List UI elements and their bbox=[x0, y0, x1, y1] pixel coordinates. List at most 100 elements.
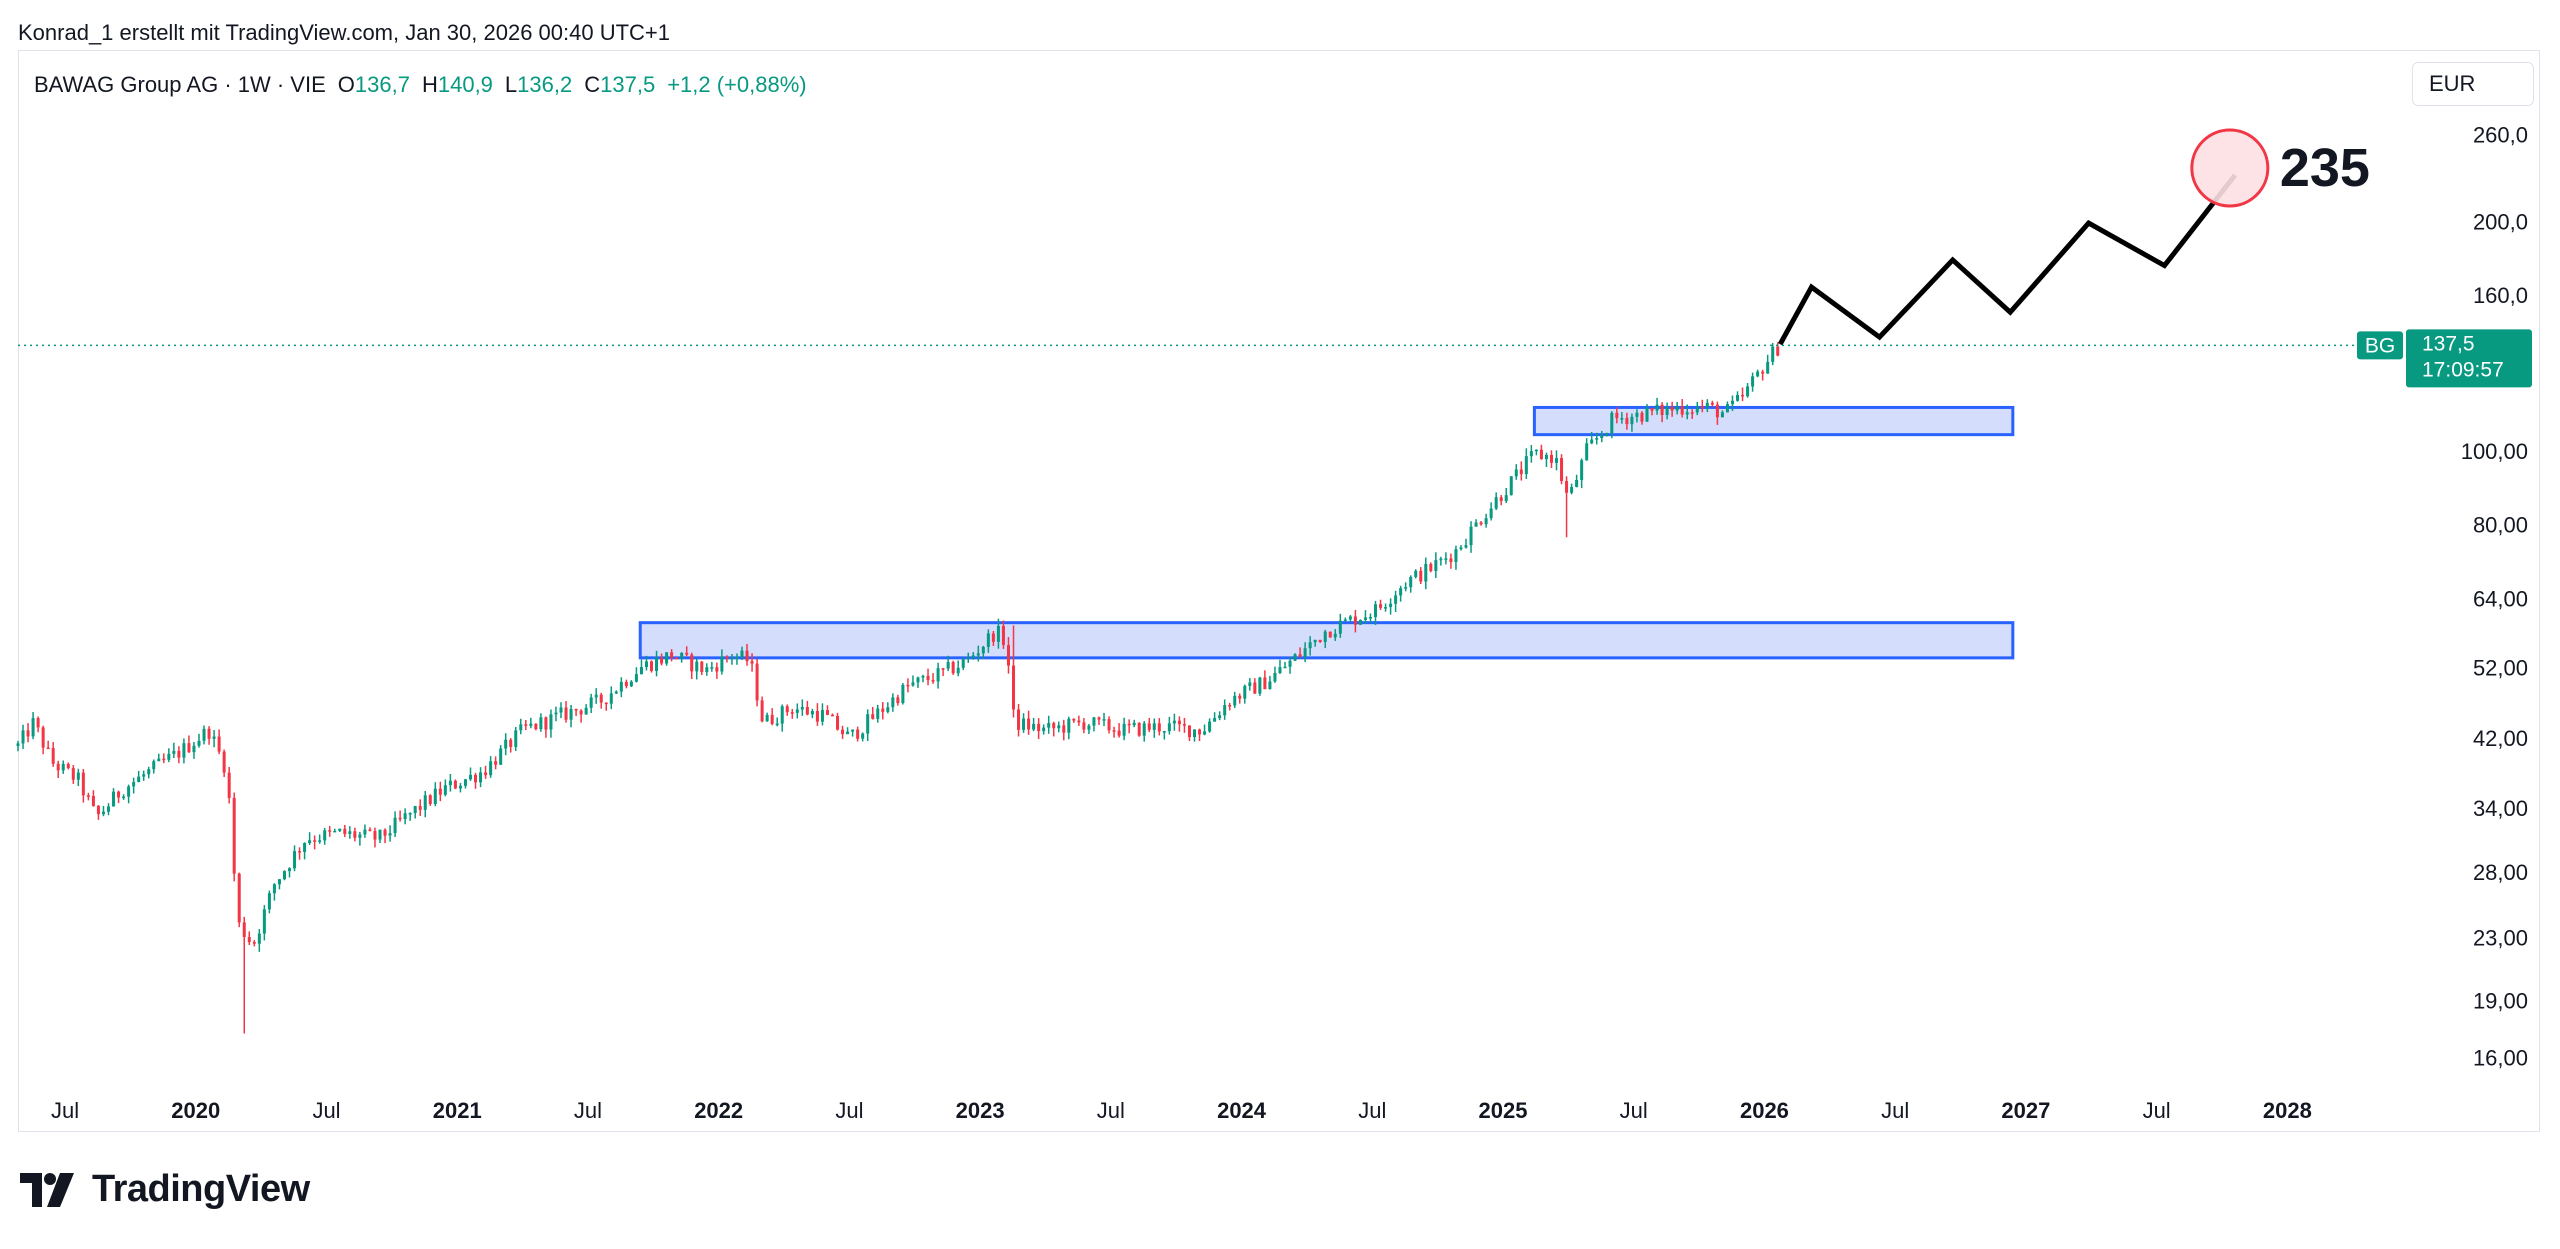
y-tick-label: 52,00 bbox=[2473, 655, 2528, 680]
candle-body bbox=[423, 795, 427, 810]
candle-body bbox=[378, 829, 382, 840]
candle-body bbox=[1358, 619, 1362, 625]
candle-body bbox=[474, 774, 478, 783]
projection-path[interactable] bbox=[1777, 173, 2238, 346]
candle-body bbox=[66, 763, 70, 769]
candle-body bbox=[1067, 718, 1071, 733]
candle-body bbox=[1177, 720, 1181, 725]
candle-body bbox=[303, 843, 307, 852]
candle-body bbox=[277, 879, 281, 885]
x-tick-label: Jul bbox=[1358, 1098, 1386, 1123]
candle-body bbox=[649, 661, 654, 671]
candle-body bbox=[1494, 497, 1498, 509]
candle-body bbox=[1283, 666, 1287, 669]
candle-body bbox=[544, 717, 548, 730]
candle-body bbox=[851, 729, 855, 732]
candle-body bbox=[1746, 386, 1750, 397]
candle-body bbox=[1549, 454, 1553, 463]
candle-body bbox=[418, 806, 422, 810]
candle-body bbox=[1665, 407, 1669, 416]
candle-body bbox=[1771, 346, 1775, 362]
candle-body bbox=[1172, 720, 1176, 724]
candle-body bbox=[458, 785, 462, 789]
candle-body bbox=[1243, 685, 1247, 699]
candle-body bbox=[1424, 563, 1428, 582]
candle-body bbox=[1444, 558, 1448, 560]
candle-body bbox=[1514, 469, 1518, 477]
candle-body bbox=[1092, 717, 1096, 726]
candle-body bbox=[1454, 549, 1458, 563]
symbol-tag-bg bbox=[2357, 331, 2403, 360]
candle-body bbox=[1650, 407, 1654, 411]
candle-body bbox=[1022, 718, 1026, 730]
candle-body bbox=[41, 727, 45, 748]
candle-body bbox=[1575, 480, 1579, 487]
candle-body bbox=[705, 667, 709, 673]
candle-body bbox=[353, 831, 357, 838]
candle-body bbox=[1273, 672, 1277, 682]
candle-body bbox=[1258, 677, 1262, 694]
candle-body bbox=[971, 655, 975, 658]
candle-body bbox=[172, 750, 176, 754]
candle-body bbox=[956, 667, 960, 674]
candle-body bbox=[122, 796, 126, 799]
candle-body bbox=[675, 657, 679, 660]
candle-body bbox=[730, 657, 734, 660]
candle-body bbox=[1534, 449, 1538, 452]
candle-body bbox=[1198, 729, 1202, 735]
candle-body bbox=[1715, 404, 1719, 418]
candle-body bbox=[670, 652, 674, 658]
candle-body bbox=[685, 652, 689, 655]
candle-body bbox=[16, 743, 20, 746]
candle-body bbox=[1776, 346, 1780, 356]
candle-body bbox=[1751, 376, 1755, 387]
candle-body bbox=[780, 706, 784, 724]
y-tick-label: 160,0 bbox=[2473, 283, 2528, 308]
candle-body bbox=[448, 780, 452, 786]
candle-body bbox=[1509, 476, 1513, 496]
candle-body bbox=[986, 633, 990, 647]
candle-body bbox=[438, 788, 442, 795]
target-circle[interactable] bbox=[2190, 128, 2270, 208]
candle-body bbox=[820, 710, 824, 722]
candle-body bbox=[1685, 412, 1689, 415]
candle-body bbox=[941, 668, 945, 670]
candle-body bbox=[323, 830, 327, 841]
candle-body bbox=[1248, 682, 1252, 686]
candle-body bbox=[830, 714, 835, 717]
candle-body bbox=[1263, 677, 1267, 690]
candle-body bbox=[1238, 695, 1242, 699]
candle-body bbox=[479, 772, 483, 783]
candle-body bbox=[1560, 458, 1564, 482]
candle-body bbox=[1414, 570, 1418, 577]
candle-body bbox=[1736, 394, 1740, 401]
candle-body bbox=[1675, 406, 1679, 411]
candle-body bbox=[750, 661, 754, 664]
candle-body bbox=[509, 739, 513, 747]
x-tick-label: Jul bbox=[574, 1098, 602, 1123]
candle-body bbox=[1303, 648, 1307, 657]
candle-body bbox=[504, 739, 508, 749]
currency-selector[interactable]: EUR bbox=[2412, 62, 2534, 106]
candle-body bbox=[1730, 400, 1734, 405]
x-tick-label: 2021 bbox=[433, 1098, 482, 1123]
candle-body bbox=[232, 797, 236, 874]
candle-body bbox=[1011, 665, 1016, 710]
tradingview-logo-icon bbox=[20, 1172, 74, 1207]
candle-body bbox=[554, 712, 558, 715]
axis-layer: 260,0 200,0 160,0 100,00 80,00 64,00 52,00 42,0… bbox=[18, 123, 2528, 1123]
support-zones-layer bbox=[638, 405, 2015, 660]
candle-body bbox=[167, 753, 171, 760]
candle-body bbox=[1152, 723, 1156, 730]
candle-body bbox=[318, 840, 322, 842]
candle-body bbox=[906, 684, 910, 687]
instrument-title: BAWAG Group AG · 1W · VIE bbox=[34, 72, 326, 97]
candle-body bbox=[1439, 558, 1443, 561]
support-zone[interactable] bbox=[1532, 405, 2015, 437]
candle-body bbox=[1218, 715, 1222, 719]
candle-body bbox=[1348, 616, 1352, 620]
x-tick-label: 2028 bbox=[2263, 1098, 2312, 1123]
candle-body bbox=[383, 829, 387, 836]
candle-body bbox=[1343, 619, 1347, 622]
